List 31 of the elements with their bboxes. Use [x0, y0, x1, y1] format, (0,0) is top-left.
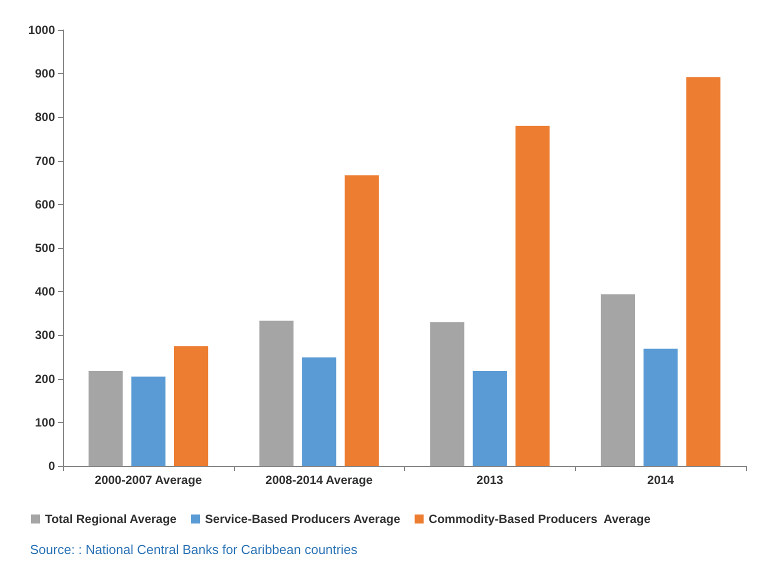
y-tick-label: 400 [34, 284, 56, 299]
bar [259, 320, 294, 466]
bar [430, 322, 464, 466]
y-tick-label: 600 [34, 197, 56, 212]
y-tick-label: 0 [48, 459, 56, 473]
legend-label: Service-Based Producers Average [205, 512, 401, 526]
y-tick-label: 100 [34, 415, 56, 430]
x-tick-label: 2000-2007 Average [94, 473, 202, 487]
bar [174, 346, 208, 466]
x-tick-label: 2014 [647, 473, 674, 487]
bar [472, 370, 507, 466]
legend-label: Commodity-Based Producers Average [428, 512, 651, 526]
bar [302, 357, 336, 466]
y-tick-label: 300 [34, 328, 56, 342]
bar [686, 77, 720, 466]
source-note: Source: : National Central Banks for Caribbean countries [30, 542, 358, 557]
y-tick-label: 900 [34, 66, 56, 81]
y-tick-label: 700 [34, 154, 56, 168]
y-tick-label: 800 [34, 110, 56, 124]
bar [131, 376, 166, 466]
y-tick-label: 500 [34, 241, 56, 255]
bar [600, 294, 636, 466]
bar [344, 175, 379, 466]
y-tick-label: 200 [34, 372, 56, 386]
x-tick-label: 2013 [476, 473, 504, 487]
legend-label: Total Regional Average [45, 512, 177, 526]
y-tick-label: 1000 [28, 23, 56, 37]
bar [88, 370, 123, 466]
bar [515, 126, 550, 466]
bar [644, 348, 678, 466]
x-tick-label: 2008-2014 Average [266, 473, 374, 487]
